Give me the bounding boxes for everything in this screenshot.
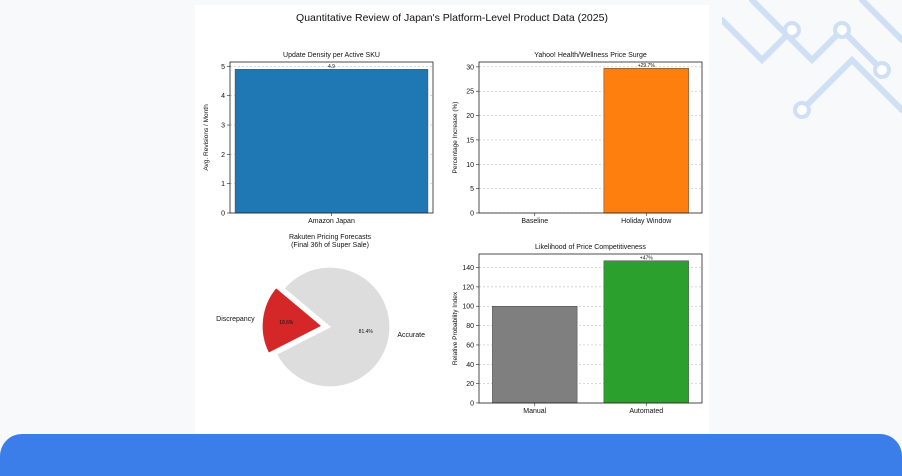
chart-3-axes-frame bbox=[478, 253, 703, 404]
chart-0-axes-frame bbox=[229, 61, 434, 214]
chart-2-pct-label-0: 18.6% bbox=[279, 320, 294, 326]
chart-1-y-tick-label-0: 0 bbox=[470, 211, 474, 218]
chart-1-y-tick-label-5: 25 bbox=[466, 89, 474, 96]
chart-2-title: Rakuten Pricing Forecasts bbox=[289, 234, 372, 241]
figure: Quantitative Review of Japan's Platform-… bbox=[195, 5, 709, 433]
chart-3-y-tick-label-3: 60 bbox=[466, 342, 474, 349]
chart-3-x-tick-label-1: Automated bbox=[629, 408, 663, 415]
chart-3-data-label-1: +47% bbox=[640, 255, 653, 261]
chart-3-y-tick-label-1: 20 bbox=[466, 381, 474, 388]
chart-0-y-tick-label-5: 5 bbox=[221, 64, 225, 71]
chart-1-axes-frame bbox=[478, 61, 703, 214]
chart-1-y-tick-label-6: 30 bbox=[466, 64, 474, 71]
chart-1-y-tick-label-4: 20 bbox=[466, 113, 474, 120]
chart-1-y-tick-label-2: 10 bbox=[466, 162, 474, 169]
chart-0-y-axis-label: Avg. Revisions / Month bbox=[203, 104, 210, 171]
chart-3-y-axis-label: Relative Probability Index bbox=[452, 291, 459, 365]
chart-3-title: Likelihood of Price Competitiveness bbox=[535, 244, 646, 251]
chart-0-data-label-0: 4.9 bbox=[328, 64, 335, 70]
chart-2-slice-1 bbox=[275, 266, 391, 388]
chart-3-y-tick-label-4: 80 bbox=[466, 323, 474, 330]
chart-3-x-tick-label-0: Manual bbox=[523, 408, 546, 415]
chart-3-y-tick-label-7: 140 bbox=[462, 265, 474, 272]
chart-0-bar-0 bbox=[234, 69, 429, 214]
chart-3-y-tick-label-5: 100 bbox=[462, 304, 474, 311]
chart-1-y-tick-label-1: 5 bbox=[470, 186, 474, 193]
chart-1-data-label-1: +29.7% bbox=[638, 63, 656, 69]
chart-0-title: Update Density per Active SKU bbox=[283, 52, 380, 59]
chart-2-slice-label-0: Discrepancy bbox=[216, 316, 255, 323]
figure-canvas: 4.9 Amazon Japan 0 1 2 3 4 5 Update Density per … bbox=[203, 52, 703, 415]
figure-title: Quantitative Review of Japan's Platform-… bbox=[296, 12, 608, 24]
chart-2-slice-0 bbox=[261, 286, 324, 355]
chart-2-slice-label-1: Accurate bbox=[397, 332, 425, 339]
chart-1-y-tick-label-3: 15 bbox=[466, 137, 474, 144]
chart-2-pct-label-1: 81.4% bbox=[359, 329, 374, 335]
chart-1-x-tick-label-0: Baseline bbox=[521, 218, 548, 225]
chart-3-y-tick-label-0: 0 bbox=[470, 401, 474, 408]
chart-0-x-tick-label-0: Amazon Japan bbox=[308, 218, 355, 225]
decorative-circuit-pattern bbox=[722, 0, 902, 119]
bottom-banner bbox=[0, 434, 902, 476]
chart-0-y-tick-label-3: 3 bbox=[221, 123, 225, 130]
chart-1-bar-1 bbox=[603, 68, 689, 214]
chart-3-bar-0 bbox=[492, 305, 578, 404]
chart-0-y-tick-label-4: 4 bbox=[221, 93, 225, 100]
chart-3-y-tick-label-6: 120 bbox=[462, 284, 474, 291]
chart-1-title: Yahoo! Health/Wellness Price Surge bbox=[534, 52, 647, 59]
chart-0-y-tick-label-0: 0 bbox=[221, 211, 225, 218]
chart-3-y-tick-label-2: 40 bbox=[466, 362, 474, 369]
chart-1-x-tick-label-1: Holiday Window bbox=[621, 218, 672, 225]
chart-3-bar-1 bbox=[603, 260, 689, 404]
chart-0-y-tick-label-2: 2 bbox=[221, 152, 225, 159]
chart-0-y-tick-label-1: 1 bbox=[221, 181, 225, 188]
chart-1-y-axis-label: Percentage Increase (%) bbox=[452, 102, 459, 174]
chart-2-subtitle: (Final 36h of Super Sale) bbox=[291, 242, 369, 249]
